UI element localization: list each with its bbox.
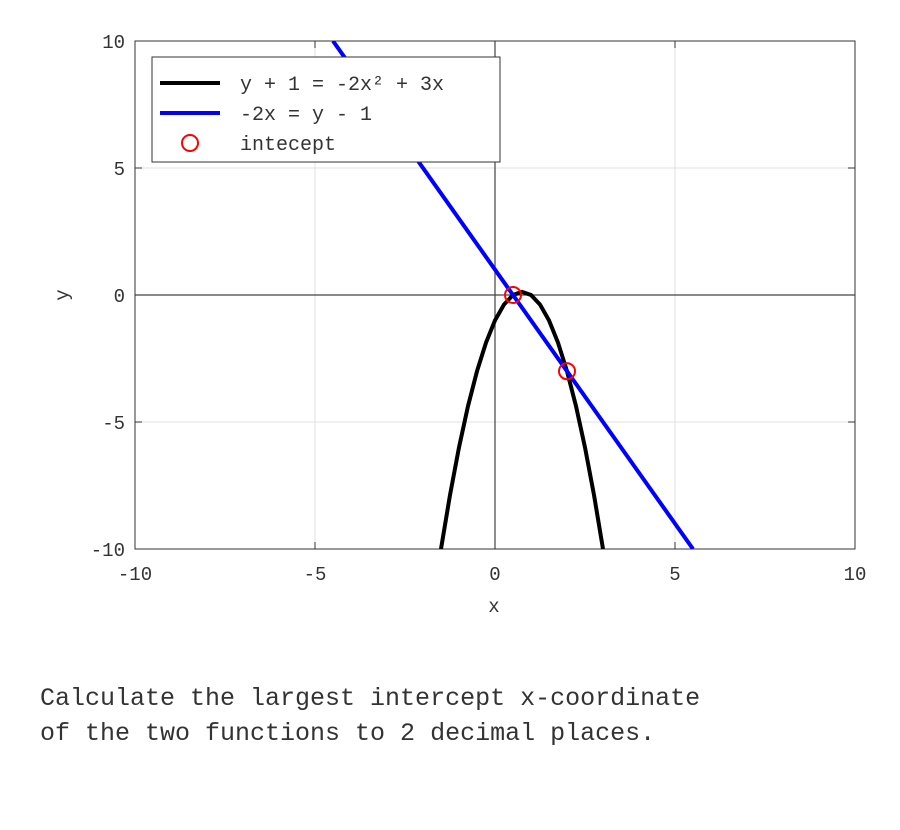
- legend-label: intecept: [240, 134, 336, 157]
- x-tick-label: -5: [304, 564, 327, 586]
- y-tick-label: 5: [114, 159, 125, 181]
- y-axis-label: y: [52, 289, 74, 300]
- x-tick-label: 5: [669, 564, 680, 586]
- y-tick-label: -10: [91, 540, 125, 562]
- y-tick-label: 10: [102, 32, 125, 54]
- x-axis-label: x: [488, 596, 499, 618]
- plot-frame: [134, 40, 856, 550]
- marker: [558, 362, 576, 381]
- legend-label: -2x = y - 1: [240, 104, 372, 127]
- x-tick-label: -10: [118, 564, 152, 586]
- curve: [439, 289, 605, 549]
- y-tick-label: 0: [114, 286, 125, 308]
- x-tick-label: 0: [489, 564, 500, 586]
- x-tick-label: 10: [844, 564, 867, 586]
- legend-label: y + 1 = -2x² + 3x: [240, 74, 444, 97]
- marker: [504, 286, 522, 304]
- question-line: of the two functions to 2 decimal places…: [40, 719, 655, 748]
- legend-swatch: [181, 134, 199, 152]
- legend-box: [151, 56, 501, 163]
- question-line: Calculate the largest intercept x-coordi…: [40, 684, 700, 713]
- y-tick-label: -5: [102, 413, 125, 435]
